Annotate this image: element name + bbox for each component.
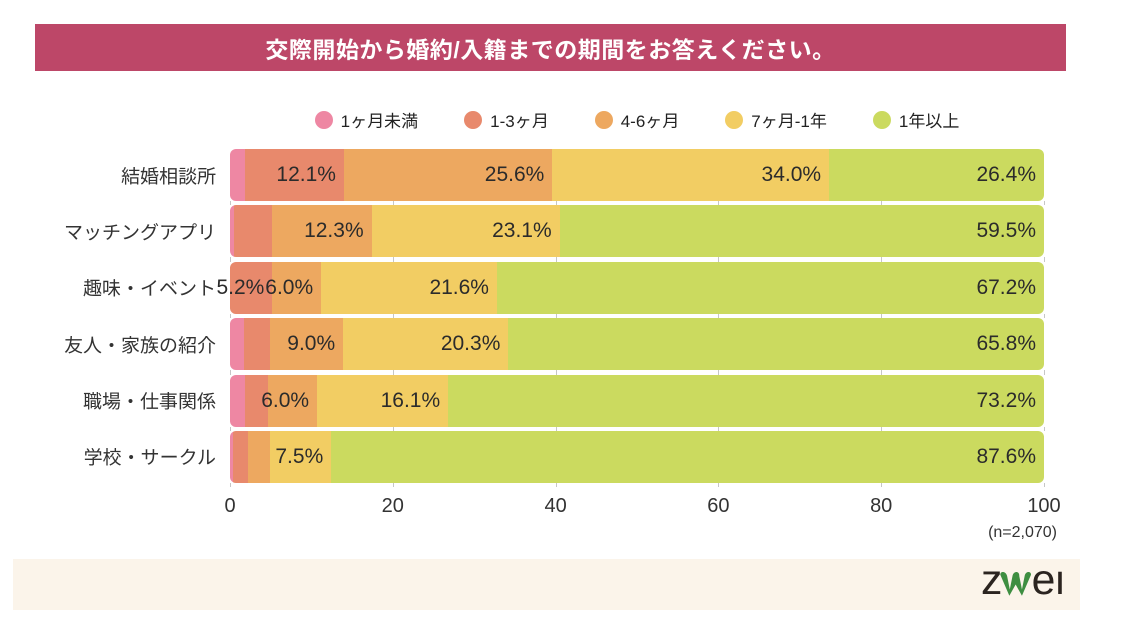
svg-text:z: z xyxy=(981,558,1002,603)
svg-text:e: e xyxy=(1032,558,1056,603)
